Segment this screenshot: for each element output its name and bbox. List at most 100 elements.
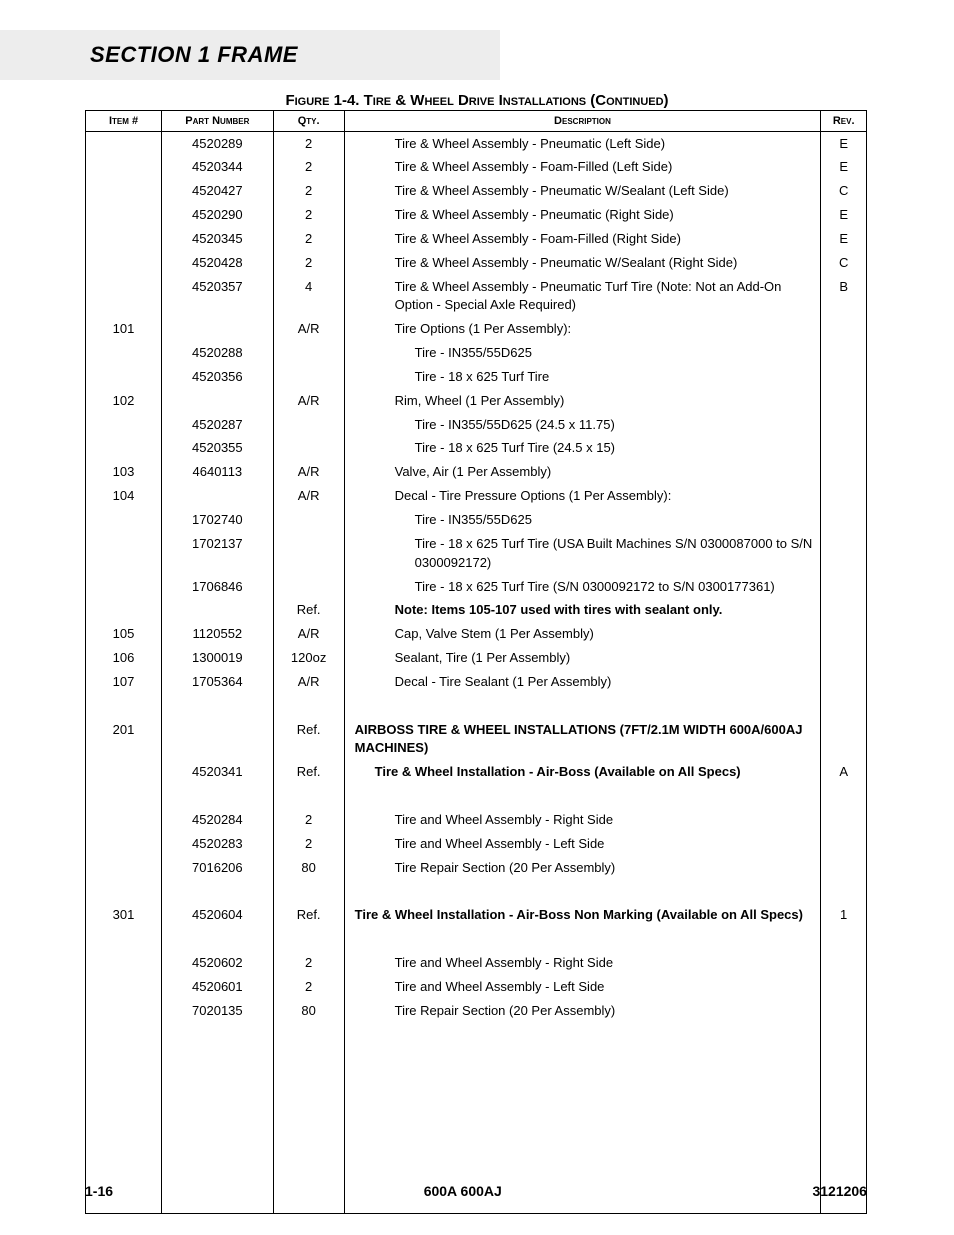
cell-part: 4520345 <box>162 227 274 251</box>
cell-part: 4520357 <box>162 275 274 318</box>
cell-item <box>86 952 162 976</box>
cell-rev <box>821 575 867 599</box>
cell-part: 4520287 <box>162 413 274 437</box>
cell-item: 105 <box>86 623 162 647</box>
cell-item <box>86 808 162 832</box>
cell-part: 1300019 <box>162 647 274 671</box>
cell-qty <box>273 880 344 904</box>
cell-part <box>162 928 274 952</box>
cell-desc: Tire and Wheel Assembly - Left Side <box>344 832 821 856</box>
cell-qty: A/R <box>273 318 344 342</box>
footer-left: 1-16 <box>85 1183 113 1199</box>
cell-qty: 2 <box>273 832 344 856</box>
cell-rev: A <box>821 761 867 785</box>
cell-qty: A/R <box>273 623 344 647</box>
cell-desc: Tire and Wheel Assembly - Right Side <box>344 952 821 976</box>
cell-item <box>86 856 162 880</box>
cell-rev <box>821 718 867 761</box>
cell-desc: Tire & Wheel Installation - Air-Boss (Av… <box>344 761 821 785</box>
cell-desc: Tire and Wheel Assembly - Right Side <box>344 808 821 832</box>
table-row: 45206022Tire and Wheel Assembly - Right … <box>86 952 867 976</box>
cell-part: 4520355 <box>162 437 274 461</box>
table-row: 45203452Tire & Wheel Assembly - Foam-Fil… <box>86 227 867 251</box>
cell-desc: Tire - 18 x 625 Turf Tire (USA Built Mac… <box>344 532 821 575</box>
header-desc: Description <box>344 111 821 132</box>
cell-item <box>86 251 162 275</box>
cell-desc: Sealant, Tire (1 Per Assembly) <box>344 647 821 671</box>
cell-rev: B <box>821 275 867 318</box>
cell-item: 201 <box>86 718 162 761</box>
cell-desc: Cap, Valve Stem (1 Per Assembly) <box>344 623 821 647</box>
cell-part: 4520341 <box>162 761 274 785</box>
table-row: 102A/RRim, Wheel (1 Per Assembly) <box>86 389 867 413</box>
cell-part: 4520601 <box>162 975 274 999</box>
cell-part: 4520602 <box>162 952 274 976</box>
cell-rev: E <box>821 227 867 251</box>
cell-rev: C <box>821 251 867 275</box>
cell-desc: Tire - IN355/55D625 <box>344 509 821 533</box>
cell-part <box>162 880 274 904</box>
cell-qty: A/R <box>273 670 344 694</box>
cell-item <box>86 275 162 318</box>
cell-item <box>86 156 162 180</box>
cell-qty: 80 <box>273 856 344 880</box>
cell-rev: C <box>821 180 867 204</box>
cell-part <box>162 599 274 623</box>
table-row: 4520356Tire - 18 x 625 Turf Tire <box>86 365 867 389</box>
section-header-bar: SECTION 1 FRAME <box>0 30 500 80</box>
parts-table: Item # Part Number Qty. Description Rev.… <box>85 110 867 1214</box>
table-row: 45202842Tire and Wheel Assembly - Right … <box>86 808 867 832</box>
cell-qty: 2 <box>273 975 344 999</box>
table-header: Item # Part Number Qty. Description Rev. <box>86 111 867 132</box>
cell-item <box>86 413 162 437</box>
cell-part: 7016206 <box>162 856 274 880</box>
cell-qty: 2 <box>273 156 344 180</box>
cell-rev <box>821 413 867 437</box>
cell-desc: Tire & Wheel Assembly - Pneumatic Turf T… <box>344 275 821 318</box>
page-footer: 1-16 600A 600AJ 3121206 <box>85 1183 867 1199</box>
cell-desc: Valve, Air (1 Per Assembly) <box>344 461 821 485</box>
cell-desc <box>344 694 821 718</box>
table-body: 45202892Tire & Wheel Assembly - Pneumati… <box>86 132 867 1214</box>
cell-desc: Tire & Wheel Assembly - Foam-Filled (Rig… <box>344 227 821 251</box>
cell-item: 301 <box>86 904 162 928</box>
cell-part: 4520428 <box>162 251 274 275</box>
cell-qty: Ref. <box>273 761 344 785</box>
table-row: 4520288Tire - IN355/55D625 <box>86 342 867 366</box>
cell-desc: Tire & Wheel Assembly - Foam-Filled (Lef… <box>344 156 821 180</box>
cell-qty: A/R <box>273 389 344 413</box>
table-row <box>86 694 867 718</box>
cell-qty: Ref. <box>273 599 344 623</box>
footer-right: 3121206 <box>812 1183 867 1199</box>
table-row: 45206012Tire and Wheel Assembly - Left S… <box>86 975 867 999</box>
cell-rev <box>821 461 867 485</box>
cell-rev <box>821 785 867 809</box>
cell-rev <box>821 999 867 1023</box>
table-row <box>86 928 867 952</box>
cell-part: 4520356 <box>162 365 274 389</box>
cell-rev <box>821 318 867 342</box>
cell-item <box>86 575 162 599</box>
cell-rev <box>821 623 867 647</box>
cell-part: 7020135 <box>162 999 274 1023</box>
cell-part: 4640113 <box>162 461 274 485</box>
cell-part: 4520427 <box>162 180 274 204</box>
table-row: 201Ref.AIRBOSS TIRE & WHEEL INSTALLATION… <box>86 718 867 761</box>
figure-title: Figure 1-4. Tire & Wheel Drive Installat… <box>0 92 954 109</box>
cell-rev <box>821 599 867 623</box>
cell-desc: Tire and Wheel Assembly - Left Side <box>344 975 821 999</box>
cell-rev <box>821 437 867 461</box>
cell-qty <box>273 413 344 437</box>
cell-part: 1702137 <box>162 532 274 575</box>
table-row: 45203574Tire & Wheel Assembly - Pneumati… <box>86 275 867 318</box>
cell-part: 1120552 <box>162 623 274 647</box>
cell-part: 4520284 <box>162 808 274 832</box>
table-row: 3014520604Ref.Tire & Wheel Installation … <box>86 904 867 928</box>
cell-part <box>162 389 274 413</box>
cell-desc: Decal - Tire Sealant (1 Per Assembly) <box>344 670 821 694</box>
cell-desc: Tire - 18 x 625 Turf Tire (24.5 x 15) <box>344 437 821 461</box>
cell-desc: AIRBOSS TIRE & WHEEL INSTALLATIONS (7FT/… <box>344 718 821 761</box>
table-row: 45202832Tire and Wheel Assembly - Left S… <box>86 832 867 856</box>
table-row <box>86 785 867 809</box>
header-rev: Rev. <box>821 111 867 132</box>
